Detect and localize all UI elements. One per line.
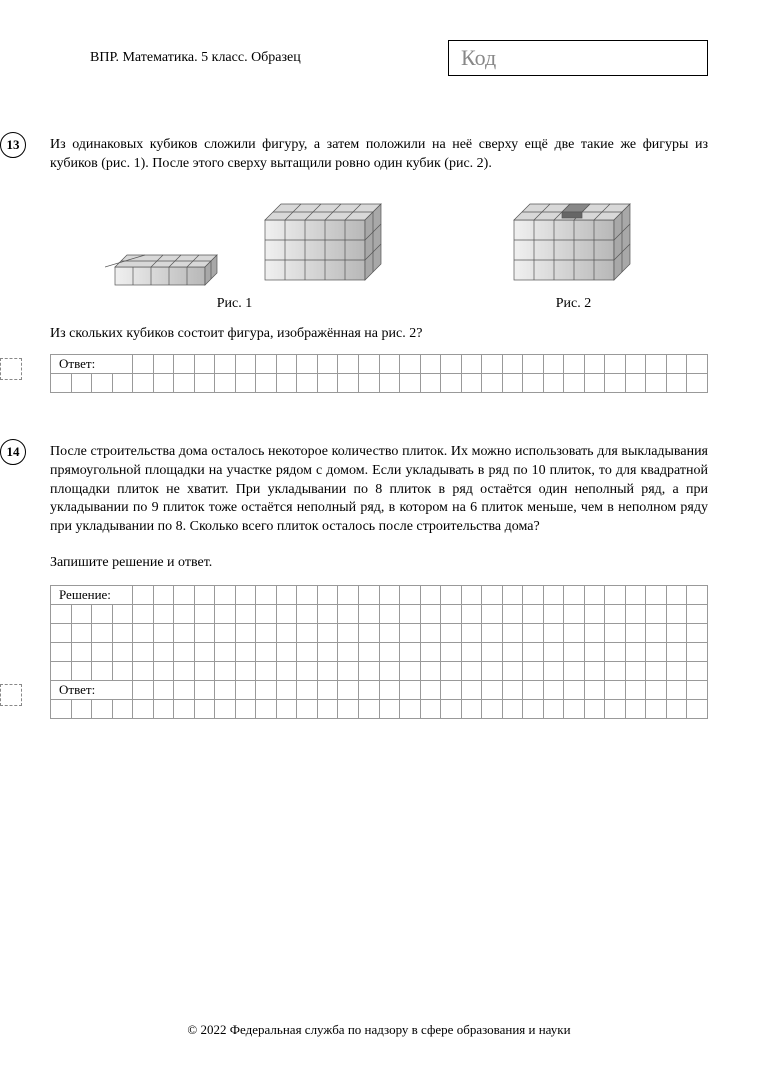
task-14-number: 14: [0, 439, 26, 465]
task-13-text: Из одинаковых кубиков сложили фигуру, а …: [50, 136, 708, 174]
task-13-captions: Рис. 1 Рис. 2: [50, 296, 708, 312]
code-label: Код: [461, 45, 496, 71]
figure-2-caption: Рис. 2: [379, 296, 708, 312]
task-13-question: Из скольких кубиков состоит фигура, изоб…: [50, 326, 708, 342]
figure-1-group: [105, 192, 395, 292]
task-14-solution-grid[interactable]: Решение:: [50, 585, 708, 681]
figure-1-small-cuboid: [105, 237, 225, 292]
figure-2-cuboid: [504, 192, 654, 292]
task-14-score-box[interactable]: [0, 684, 22, 706]
task-13-figures: [50, 192, 708, 292]
figure-1-caption: Рис. 1: [50, 296, 379, 312]
task-13: 13 Из одинаковых кубиков сложили фигуру,…: [50, 136, 708, 393]
task-14-text: После строительства дома осталось некото…: [50, 443, 708, 537]
task-13-score-box[interactable]: [0, 358, 22, 380]
task-14-answer-section: Ответ:: [50, 680, 708, 719]
task-13-number: 13: [0, 132, 26, 158]
figure-1-large-cuboid: [255, 192, 395, 292]
task-14-answer-grid[interactable]: Ответ:: [50, 680, 708, 719]
task-13-answer-section: Ответ:: [50, 354, 708, 393]
task-14-instruction: Запишите решение и ответ.: [50, 555, 708, 571]
code-input-box[interactable]: Код: [448, 40, 708, 76]
header-title: ВПР. Математика. 5 класс. Образец: [90, 50, 301, 66]
task-13-answer-grid[interactable]: Ответ:: [50, 354, 708, 393]
page-header: ВПР. Математика. 5 класс. Образец Код: [50, 40, 708, 76]
task-14: 14 После строительства дома осталось нек…: [50, 443, 708, 719]
page-footer: © 2022 Федеральная служба по надзору в с…: [0, 1022, 758, 1038]
